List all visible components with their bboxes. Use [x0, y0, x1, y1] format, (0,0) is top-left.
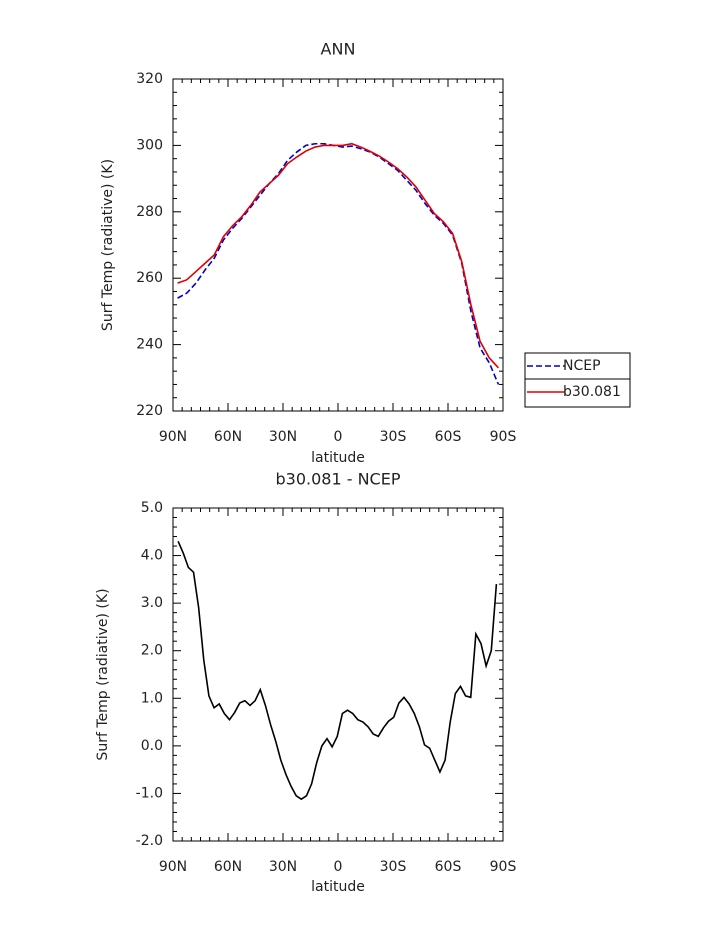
- y-tick-label: 4.0: [141, 548, 163, 564]
- x-axis-label: latitude: [311, 879, 365, 895]
- y-axis-label: Surf Temp (radiative) (K): [95, 588, 111, 760]
- y-tick-label: 5.0: [141, 500, 163, 516]
- y-tick-label: 3.0: [141, 595, 163, 611]
- y-tick-label: 0.0: [141, 738, 163, 754]
- plot-frame: [172, 507, 504, 842]
- legend-box: [524, 352, 631, 408]
- data-line: [177, 142, 500, 385]
- plot-frame: [172, 78, 504, 412]
- x-tick-label: 90S: [490, 429, 517, 445]
- chart-title: b30.081 - NCEP: [276, 470, 401, 489]
- x-tick-label: 60N: [214, 859, 242, 875]
- x-tick-label: 0: [334, 429, 343, 445]
- x-tick-label: 90S: [490, 859, 517, 875]
- x-tick-label: 60S: [435, 859, 462, 875]
- x-tick-label: 90N: [159, 859, 187, 875]
- x-tick-label: 0: [334, 859, 343, 875]
- data-line: [177, 142, 500, 369]
- x-axis-label: latitude: [311, 450, 365, 466]
- y-tick-label: 1.0: [141, 690, 163, 706]
- x-tick-label: 60N: [214, 429, 242, 445]
- legend-label: b30.081: [563, 384, 621, 400]
- x-tick-label: 60S: [435, 429, 462, 445]
- x-tick-label: 30S: [380, 859, 407, 875]
- x-tick-label: 30N: [269, 859, 297, 875]
- legend-label: NCEP: [563, 358, 601, 374]
- y-tick-label: 220: [136, 403, 163, 419]
- y-tick-label: -1.0: [136, 785, 163, 801]
- y-axis-label: Surf Temp (radiative) (K): [100, 159, 116, 331]
- x-tick-label: 30S: [380, 429, 407, 445]
- y-tick-label: 240: [136, 337, 163, 353]
- x-tick-label: 90N: [159, 429, 187, 445]
- x-tick-label: 30N: [269, 429, 297, 445]
- chart-title: ANN: [321, 40, 356, 59]
- y-tick-label: -2.0: [136, 833, 163, 849]
- y-tick-label: 260: [136, 270, 163, 286]
- y-tick-label: 280: [136, 204, 163, 220]
- data-line: [177, 540, 498, 801]
- y-tick-label: 2.0: [141, 643, 163, 659]
- y-tick-label: 320: [136, 71, 163, 87]
- y-tick-label: 300: [136, 137, 163, 153]
